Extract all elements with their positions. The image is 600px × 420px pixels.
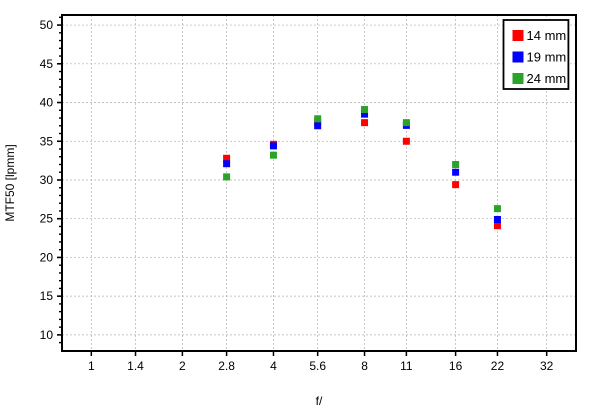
svg-text:1.4: 1.4: [127, 359, 144, 373]
svg-text:16: 16: [449, 359, 463, 373]
svg-text:24 mm: 24 mm: [527, 71, 567, 86]
svg-text:19 mm: 19 mm: [527, 50, 567, 65]
svg-text:32: 32: [540, 359, 554, 373]
svg-text:20: 20: [40, 250, 54, 264]
svg-text:11: 11: [400, 359, 413, 373]
svg-text:1: 1: [88, 359, 95, 373]
svg-text:25: 25: [40, 212, 54, 226]
svg-text:35: 35: [40, 134, 54, 148]
svg-text:45: 45: [40, 57, 54, 71]
svg-text:10: 10: [40, 328, 54, 342]
svg-text:8: 8: [361, 359, 368, 373]
svg-text:2.8: 2.8: [218, 359, 235, 373]
svg-text:MTF50 [lpmm]: MTF50 [lpmm]: [3, 144, 17, 221]
svg-text:15: 15: [40, 289, 54, 303]
svg-text:2: 2: [179, 359, 186, 373]
svg-text:f/: f/: [316, 394, 323, 408]
svg-text:50: 50: [40, 18, 54, 32]
svg-text:40: 40: [40, 96, 54, 110]
svg-text:5.6: 5.6: [309, 359, 326, 373]
svg-text:4: 4: [270, 359, 277, 373]
svg-text:30: 30: [40, 173, 54, 187]
svg-text:22: 22: [491, 359, 505, 373]
svg-text:14 mm: 14 mm: [527, 28, 567, 43]
